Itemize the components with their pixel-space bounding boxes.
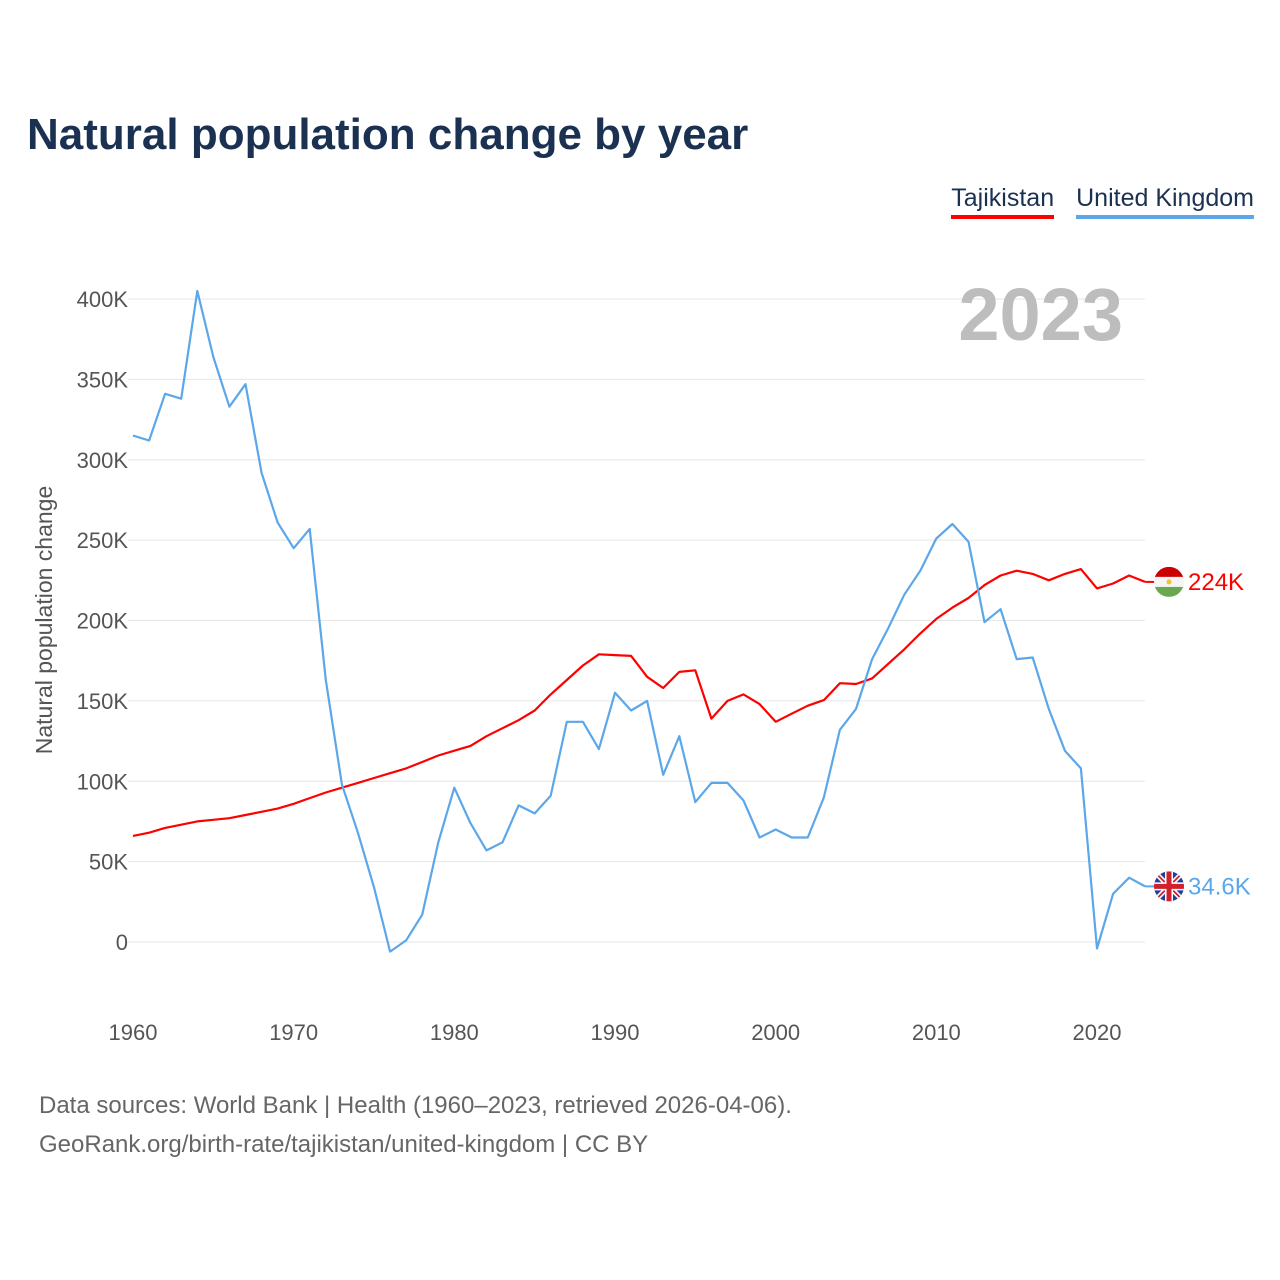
y-tick-label: 150K [77,689,129,714]
y-tick-label: 250K [77,528,129,553]
flag-cross-red [1166,871,1172,902]
legend-item-tajikistan[interactable]: Tajikistan [951,184,1055,219]
x-tick-label: 2010 [912,1020,961,1045]
y-tick-label: 200K [77,609,129,634]
tajikistan-flag-icon [1154,566,1184,597]
legend-item-united-kingdom[interactable]: United Kingdom [1076,184,1254,219]
x-tick-label: 2020 [1073,1020,1122,1045]
y-axis-label: Natural population change [31,486,57,755]
flag-stripe-red [1154,566,1184,577]
x-tick-label: 1960 [109,1020,158,1045]
y-tick-label: 50K [89,850,128,875]
y-tick-label: 300K [77,448,129,473]
year-label: 2023 [958,273,1123,356]
y-tick-label: 0 [116,930,128,955]
flag-stripe-green [1154,586,1184,597]
end-value-label: 34.6K [1188,873,1251,900]
y-tick-label: 400K [77,287,129,312]
series-line-united-kingdom [132,289,1146,953]
x-tick-label: 2000 [751,1020,800,1045]
chart-title: Natural population change by year [27,110,749,159]
x-tick-label: 1990 [591,1020,640,1045]
x-tick-label: 1980 [430,1020,479,1045]
footer-source: Data sources: World Bank | Health (1960–… [39,1092,792,1119]
footer: Data sources: World Bank | Health (1960–… [39,1086,792,1164]
flag-crown [1166,579,1172,585]
flag-body [1154,871,1184,902]
uk-flag-icon [1154,871,1184,902]
footer-link[interactable]: GeoRank.org/birth-rate/tajikistan/united… [39,1131,649,1158]
series-line-tajikistan [132,567,1146,837]
end-value-label: 224K [1188,569,1244,596]
y-tick-label: 350K [77,367,129,392]
x-tick-label: 1970 [269,1020,318,1045]
y-tick-label: 100K [77,769,129,794]
flag-body [1154,566,1184,597]
legend: Tajikistan United Kingdom [951,184,1254,219]
